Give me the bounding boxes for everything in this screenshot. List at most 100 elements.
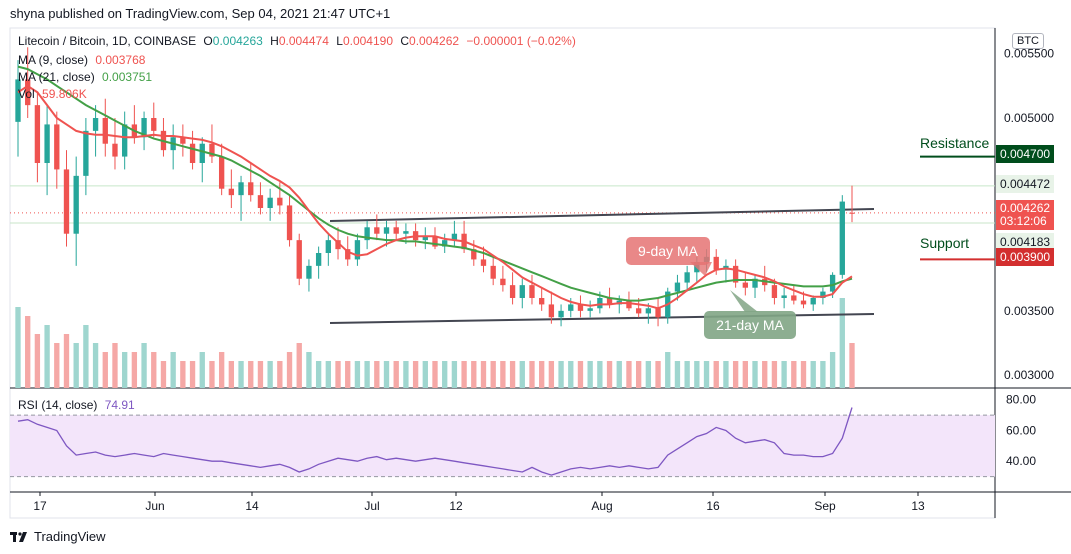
candle-body [315, 253, 322, 266]
volume-bar [422, 361, 428, 388]
volume-bar [199, 352, 205, 388]
volume-bar [102, 352, 108, 388]
low-value: 0.004190 [342, 34, 393, 48]
ma21-callout-box [704, 311, 796, 339]
volume-bar [383, 361, 390, 388]
volume-bar [606, 361, 613, 388]
time-tick-label: Aug [591, 499, 612, 513]
volume-bar [170, 352, 176, 388]
volume-bar [92, 343, 99, 388]
volume-bar [374, 361, 380, 388]
candle-body [791, 295, 797, 301]
candle-body [432, 236, 438, 247]
ma9-callout-label: 9-day MA [638, 243, 699, 259]
volume-bar [63, 334, 70, 388]
candle-body [63, 169, 70, 234]
time-tick-label: 12 [449, 499, 463, 513]
support-label: Support [920, 235, 969, 251]
volume-bar [762, 361, 768, 388]
candle-body [248, 182, 254, 196]
volume-bar [752, 361, 758, 388]
candle-body [44, 124, 50, 163]
volume-bar [694, 361, 700, 388]
candle-body [151, 118, 157, 131]
footer-brand[interactable]: TradingView [10, 529, 106, 544]
candle-body [122, 124, 128, 157]
open-label: O [203, 34, 213, 48]
candle-body [141, 118, 147, 138]
volume-label: Vol [18, 87, 35, 101]
publisher-text: shyna published on TradingView.com, Sep … [10, 6, 391, 21]
time-tick-label: Sep [814, 499, 836, 513]
candle-body [189, 143, 196, 163]
volume-bar [180, 361, 186, 388]
volume-bar [306, 352, 312, 388]
candle-body [529, 285, 535, 298]
candle-body [15, 79, 21, 122]
candle-body [73, 175, 79, 234]
volume-bar [587, 361, 593, 388]
resistance-price-tag: 0.004700 [996, 145, 1055, 163]
volume-bar [325, 361, 331, 388]
ma21-legend: MA (21, close) 0.003751 [18, 70, 152, 84]
volume-bar [849, 343, 855, 388]
volume-bar [723, 361, 729, 388]
candle-body [199, 143, 205, 163]
candle-body [742, 282, 748, 288]
volume-bar [665, 352, 671, 388]
tradingview-logo-icon [10, 531, 28, 543]
candle-body [25, 79, 31, 106]
ma21-line [17, 65, 853, 302]
rsi-tick-label: 40.00 [1006, 454, 1036, 468]
price-tick-label: 0.005000 [1004, 111, 1054, 125]
volume-bar [277, 361, 283, 388]
candle-body [587, 308, 593, 311]
candle-body [296, 240, 302, 279]
candle-body [635, 308, 642, 314]
candle-body [548, 304, 555, 318]
upper-trendline [329, 208, 875, 222]
low-price-tag: 0.004183 [996, 233, 1055, 251]
candle-body [112, 143, 118, 157]
ma21-callout-label: 21-day MA [716, 317, 784, 333]
volume-value: 59.806K [42, 87, 87, 101]
candle-body [480, 259, 487, 266]
volume-bar [442, 361, 448, 388]
candle-body [364, 227, 370, 241]
rsi-tick-label: 60.00 [1006, 423, 1036, 437]
ma9-value: 0.003768 [95, 53, 146, 67]
candle-body [92, 118, 99, 131]
currency-badge[interactable]: BTC [1012, 33, 1044, 49]
change-value: −0.000001 (−0.02%) [466, 34, 576, 48]
volume-bar [112, 343, 118, 388]
candle-body [509, 285, 516, 298]
volume-bar [160, 361, 167, 388]
ohlc-legend: Litecoin / Bitcoin, 1D, COINBASE O0.0042… [18, 34, 576, 48]
volume-bar [296, 343, 302, 388]
volume-bar [519, 361, 525, 388]
candle-body [102, 118, 108, 144]
volume-bar [83, 325, 89, 388]
candle-body [471, 249, 477, 260]
volume-bar [829, 352, 836, 388]
volume-bar [286, 352, 293, 388]
candle-body [209, 143, 215, 157]
candle-body [286, 205, 293, 241]
volume-bar [393, 361, 399, 388]
time-tick-label: 16 [706, 499, 720, 513]
volume-bar [403, 361, 409, 388]
volume-bar [509, 361, 516, 388]
volume-bar [34, 334, 41, 388]
candle-body [354, 240, 361, 260]
volume-bar [122, 352, 128, 388]
current-price-value: 0.004262 [1000, 201, 1051, 215]
ma9-legend: MA (9, close) 0.003768 [18, 53, 145, 67]
candle-body [820, 291, 826, 298]
candle-body [732, 265, 739, 283]
volume-bar [218, 352, 225, 388]
volume-bar [248, 361, 254, 388]
ma21-value: 0.003751 [102, 70, 153, 84]
candle-body [771, 285, 778, 298]
volume-bar [44, 325, 50, 388]
